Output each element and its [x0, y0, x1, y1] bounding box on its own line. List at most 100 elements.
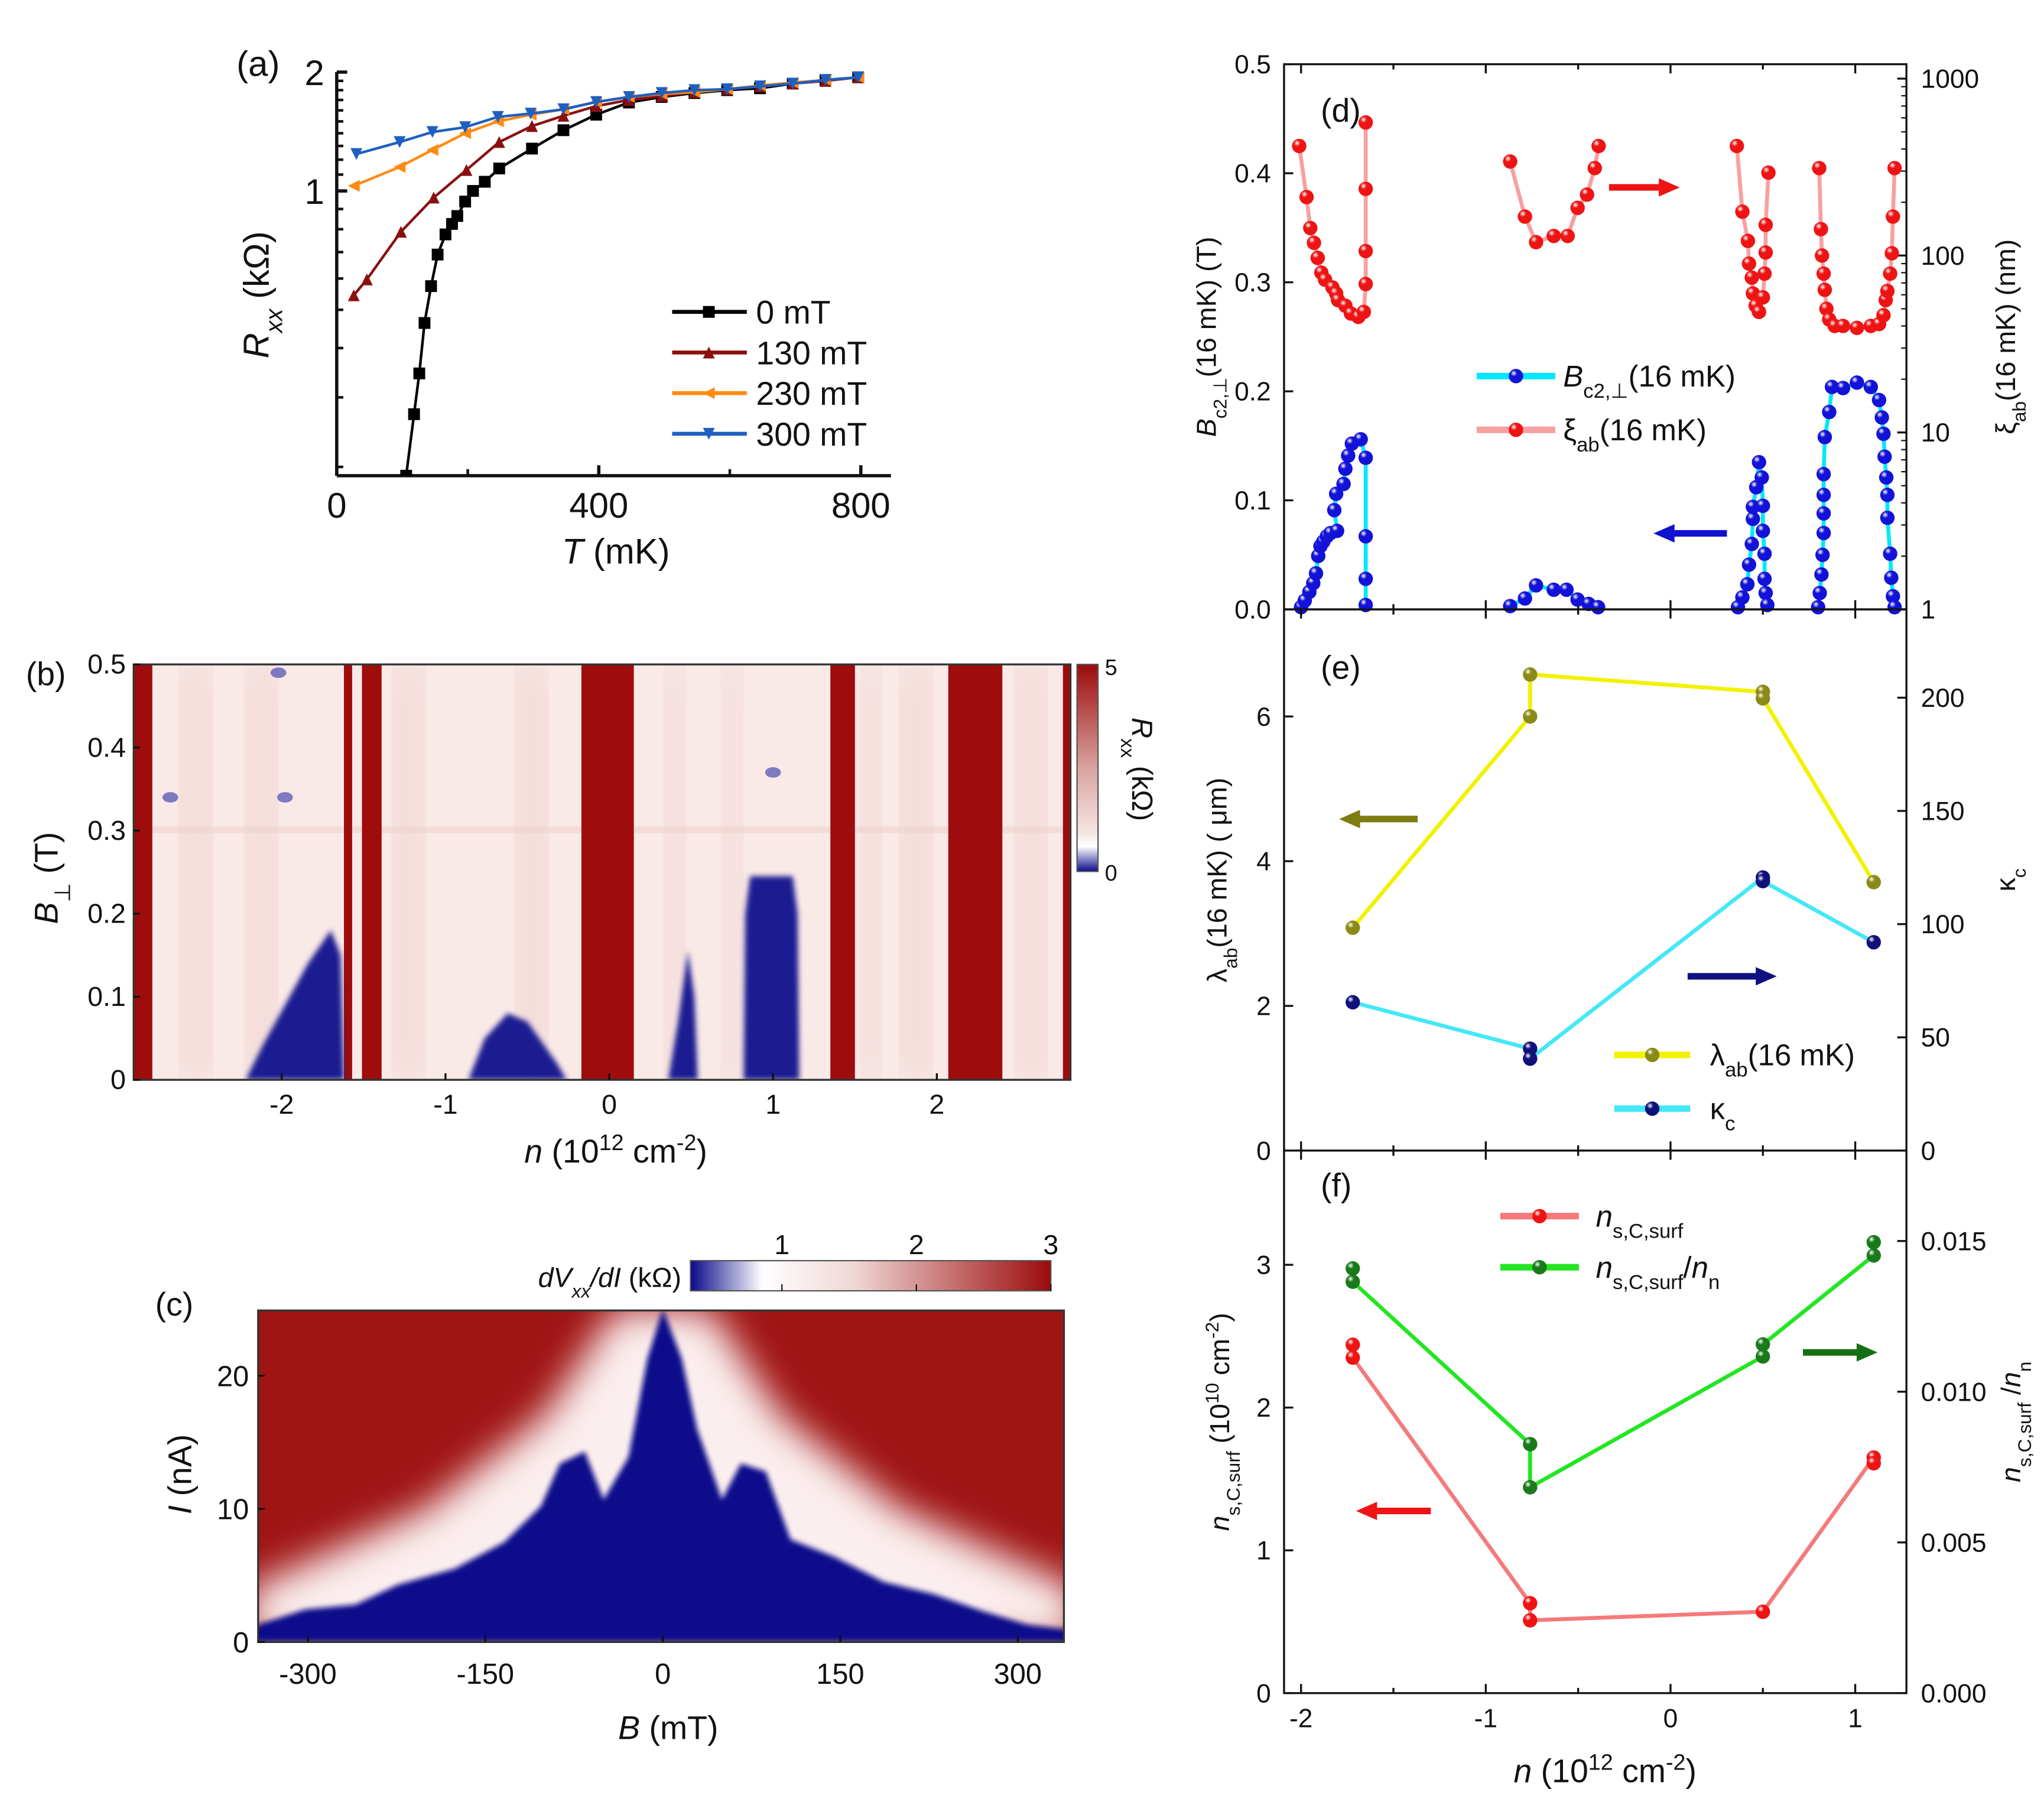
y2-tick-label: 50	[1921, 1024, 1950, 1053]
y-tick-label: 0.5	[87, 649, 126, 680]
high-resistance-band	[948, 664, 1003, 1080]
y-axis-label-part: (16 mK) ( μm)	[1201, 778, 1232, 948]
data-point	[1863, 379, 1879, 394]
y-axis-label: I (nA)	[162, 1434, 199, 1515]
zero-resistance-region	[668, 951, 698, 1080]
high-resistance-band	[362, 664, 382, 1080]
data-point	[1560, 229, 1575, 243]
x-tick-label: 150	[816, 1658, 864, 1690]
x-axis-label-part: )	[696, 1133, 707, 1170]
y-tick-label: 0.2	[1234, 378, 1271, 407]
data-point	[1523, 709, 1538, 724]
legend-label-part: (16 mK)	[1748, 1038, 1855, 1072]
x-axis-label-part: n	[524, 1133, 542, 1170]
y-axis-label-part: B	[28, 902, 65, 924]
colorbar-label-part: dV	[538, 1262, 574, 1293]
zero-resistance-region	[258, 1310, 1064, 1642]
legend-marker	[703, 387, 715, 400]
series-group	[347, 71, 865, 476]
data-point	[525, 108, 537, 120]
y-axis-label-part: )	[1204, 1313, 1235, 1322]
data-point	[1874, 410, 1889, 425]
legend-label-part: ξ	[1563, 413, 1577, 447]
y2-tick-label: 100	[1921, 242, 1965, 271]
legend-marker	[703, 346, 715, 359]
high-resistance-band	[581, 664, 634, 1080]
colorbar-tick-label: 1	[774, 1229, 789, 1260]
data-point	[1756, 498, 1770, 514]
data-point	[1871, 392, 1887, 408]
data-point	[1825, 379, 1840, 394]
y2-tick-label: 1	[1921, 596, 1936, 625]
data-point	[1758, 586, 1773, 600]
data-point	[1546, 229, 1561, 243]
y-axis-label-part: (kΩ)	[237, 231, 277, 309]
data-point	[1757, 266, 1772, 281]
series-line-3	[356, 76, 859, 155]
data-point	[1877, 449, 1892, 464]
y-tick-label: 0.1	[87, 981, 126, 1012]
data-point	[1880, 488, 1895, 502]
axis-arrow-left-head	[1356, 1502, 1377, 1521]
data-point	[852, 71, 865, 83]
y2-tick-label: 0	[1921, 1137, 1936, 1165]
colorbar-label-part: (kΩ)	[1126, 758, 1158, 821]
data-point	[1587, 161, 1602, 176]
y-tick-label: 2	[1256, 1394, 1271, 1423]
x-tick-label: 1	[765, 1089, 781, 1120]
y2-axis-label-part: κ	[1990, 877, 2021, 891]
data-point	[1358, 572, 1373, 586]
axis-arrow-left-head	[1653, 524, 1675, 543]
legend-label-part: n	[1596, 1199, 1613, 1233]
zero-resistance-region	[468, 1013, 567, 1080]
data-point	[1756, 691, 1770, 706]
legend-label-part: c	[1725, 1113, 1735, 1135]
legend-marker	[1645, 1101, 1660, 1116]
data-point	[1850, 375, 1864, 390]
data-point	[1546, 582, 1561, 598]
data-point	[493, 163, 505, 175]
data-point	[467, 185, 479, 197]
y2-tick-label: 150	[1921, 797, 1965, 826]
data-point	[1741, 557, 1757, 572]
data-point	[1814, 222, 1828, 236]
data-point	[1835, 381, 1851, 395]
panel-label: (f)	[1321, 1167, 1351, 1203]
series-line-0	[1351, 672, 1876, 929]
data-point	[1756, 1604, 1770, 1619]
data-point	[1358, 277, 1373, 291]
moderate-resistance-band	[1018, 664, 1044, 1080]
y-axis-label-part: (nA)	[162, 1434, 199, 1505]
data-point	[1338, 461, 1353, 476]
legend-label-part: ab	[1725, 1059, 1748, 1082]
y-tick-label: 0.4	[1234, 160, 1271, 189]
legend-label-part: n	[1692, 1251, 1708, 1284]
panel-label: (a)	[236, 44, 280, 84]
panel-b-rxx-map: -2 -1 0 1 200.10.20.30.40.5(b)n (1012 cm-2)B…	[26, 649, 1158, 1170]
x-tick-label: -1	[1474, 1704, 1497, 1733]
y-axis-label-part: B	[1191, 418, 1222, 437]
y2-axis-label-part: ab	[2009, 401, 2030, 422]
data-point	[347, 180, 360, 192]
data-point	[413, 367, 425, 379]
x-axis-label-part: (mK)	[583, 531, 670, 571]
legend-label-part: κ	[1710, 1092, 1725, 1126]
legend-label-part: c2,⊥	[1583, 380, 1628, 402]
data-point	[754, 80, 766, 93]
data-point	[1751, 304, 1766, 319]
axis-arrow-right-head	[1856, 1343, 1878, 1362]
series-line-1	[1352, 873, 1875, 1063]
data-point	[1730, 138, 1744, 154]
x-axis-label-part: n	[1513, 1753, 1532, 1790]
data-point	[1866, 1456, 1881, 1471]
data-point	[721, 83, 733, 95]
legend-label: 130 mT	[756, 335, 867, 371]
data-point	[1887, 600, 1902, 615]
y2-tick-label: 0.000	[1921, 1679, 1987, 1708]
legend-label: λab(16 mK)	[1710, 1038, 1855, 1082]
moderate-resistance-band	[904, 664, 929, 1080]
data-point	[1758, 245, 1773, 260]
data-point	[1761, 165, 1776, 180]
data-point	[1735, 590, 1750, 605]
y-tick-label: 0.0	[1234, 596, 1271, 625]
